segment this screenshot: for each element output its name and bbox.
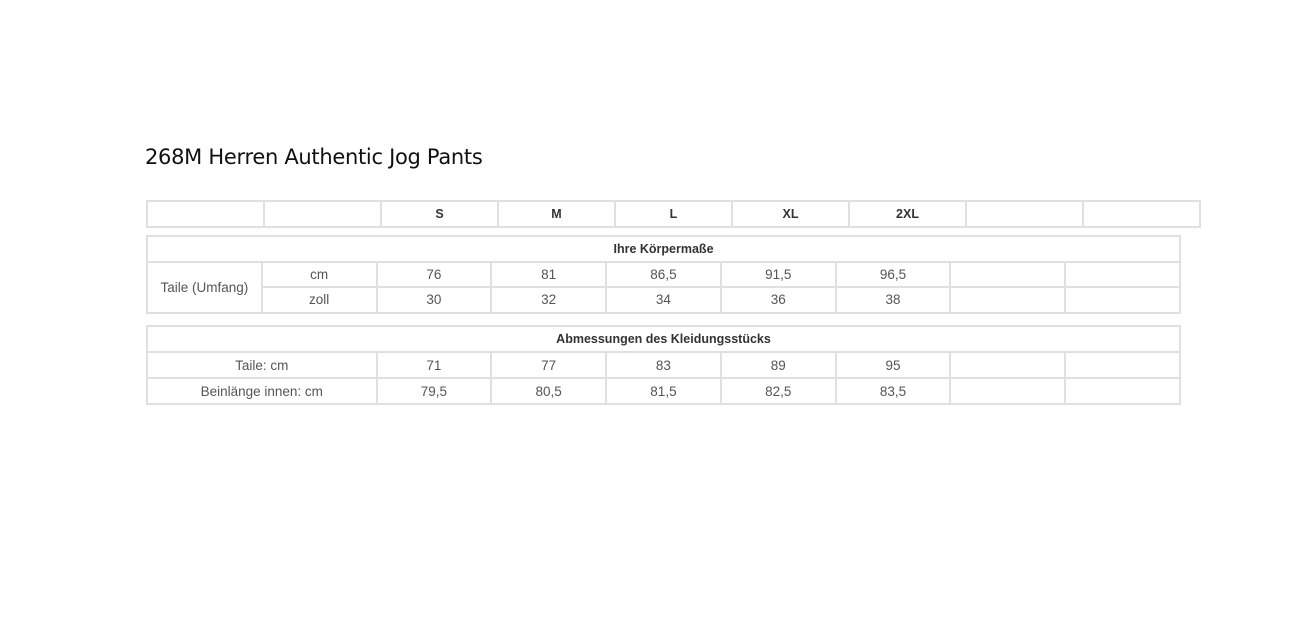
empty-cell [949,377,1067,405]
size-header: XL [731,200,850,228]
size-header-table: S M L XL 2XL [146,200,1201,228]
value-cell: 77 [490,351,608,379]
row-label: Beinlänge innen: cm [146,377,378,405]
value-cell: 79,5 [375,377,493,405]
section-heading: Ihre Körpermaße [146,235,1181,263]
value-cell: 80,5 [490,377,608,405]
empty-cell [949,286,1067,314]
value-cell: 81 [490,260,608,288]
empty-cell [949,260,1067,288]
body-measurements-table: Ihre Körpermaße Taile (Umfang) cm 76 81 … [146,235,1181,314]
row-label: Taile (Umfang) [146,260,263,314]
value-cell: 89 [719,351,837,379]
value-cell: 96,5 [834,260,952,288]
table-row: S M L XL 2XL [146,200,1201,228]
value-cell: 91,5 [719,260,837,288]
size-header: M [497,200,616,228]
value-cell: 83,5 [834,377,952,405]
size-header: S [380,200,499,228]
empty-cell [1064,286,1181,314]
empty-cell [949,351,1067,379]
empty-cell [965,200,1084,228]
value-cell: 71 [375,351,493,379]
table-row: Ihre Körpermaße [146,235,1181,263]
table-row: Taile (Umfang) cm 76 81 86,5 91,5 96,5 [146,260,1181,314]
empty-cell [1064,260,1181,288]
empty-cell [1064,377,1181,405]
empty-cell [1082,200,1201,228]
page-title: 268M Herren Authentic Jog Pants [145,145,483,169]
value-cell: 95 [834,351,952,379]
empty-cell [263,200,382,228]
value-cell: 76 [375,260,493,288]
value-cell: 38 [834,286,952,314]
value-cell: 36 [719,286,837,314]
empty-cell [1064,351,1181,379]
empty-cell [146,200,265,228]
value-cell: 83 [605,351,722,379]
table-row: Taile: cm 71 77 83 89 95 [146,351,1181,379]
table-row: Beinlänge innen: cm 79,5 80,5 81,5 82,5 … [146,377,1181,405]
table-row: Abmessungen des Kleidungsstücks [146,325,1181,353]
value-cell: 81,5 [605,377,722,405]
value-cell: 82,5 [719,377,837,405]
row-label: Taile: cm [146,351,378,379]
unit-cell: zoll [260,286,378,314]
value-cell: 34 [605,286,722,314]
value-cell: 30 [375,286,493,314]
section-heading: Abmessungen des Kleidungsstücks [146,325,1181,353]
size-header: L [614,200,733,228]
value-cell: 86,5 [605,260,722,288]
size-header: 2XL [848,200,967,228]
table-row: zoll 30 32 34 36 38 [147,286,1181,314]
value-cell: 32 [490,286,608,314]
unit-cell: cm [260,260,378,288]
garment-measurements-table: Abmessungen des Kleidungsstücks Taile: c… [146,325,1181,405]
